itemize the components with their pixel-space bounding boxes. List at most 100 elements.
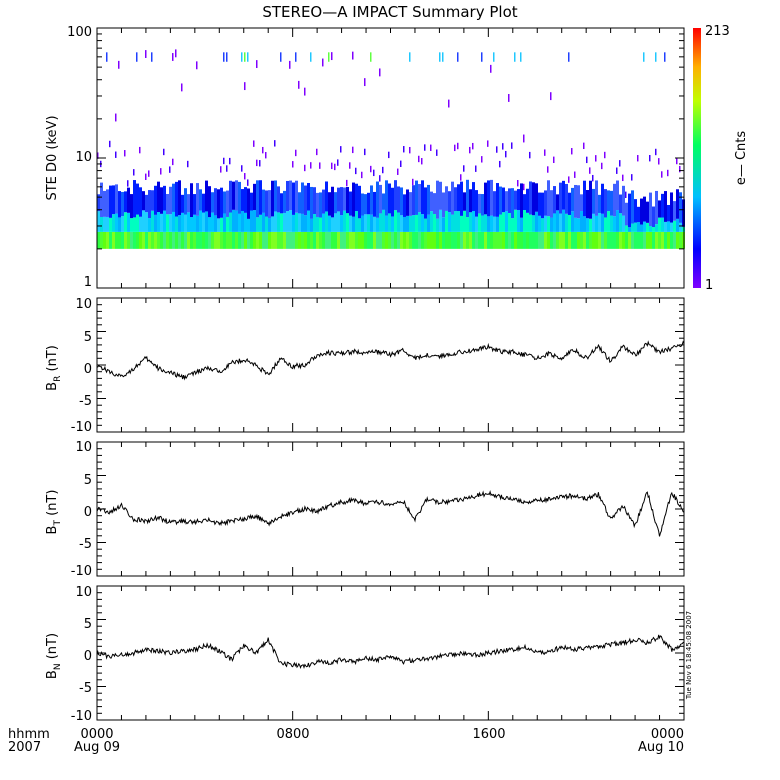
spectrogram-cell: [163, 185, 166, 211]
spectrogram-cell: [448, 99, 450, 108]
spectrogram-cell: [199, 189, 202, 211]
spectrogram-cell: [259, 214, 262, 232]
spectrogram-cell: [649, 154, 651, 162]
spectrogram-cell: [349, 191, 352, 216]
spectrogram-cells: [97, 49, 685, 249]
spectrogram-cell: [229, 231, 232, 249]
spectrogram-cell: [310, 162, 312, 169]
spectrogram-cell: [385, 231, 388, 249]
spectrogram-cell: [592, 174, 594, 182]
spectrogram-cell: [517, 231, 520, 249]
spectrogram-cell: [637, 206, 640, 223]
bt-ylabel-unit: (nT): [45, 490, 60, 520]
spectrogram-cell: [322, 213, 325, 232]
spectrogram-cell: [439, 231, 442, 249]
spectrogram-cell: [526, 212, 529, 232]
spectrogram-cell: [205, 231, 208, 249]
spectrogram-cell: [109, 140, 111, 148]
spectrogram-cell: [115, 113, 117, 122]
spectrogram-cell: [274, 211, 277, 232]
spectrogram-cell: [622, 185, 625, 216]
spectrogram-cell: [256, 180, 259, 218]
bn-ylabel-main: B: [45, 670, 60, 679]
spectrogram-tick-label-10: 10: [75, 150, 92, 165]
spectrogram-cell: [211, 192, 214, 213]
spectrogram-cell: [379, 213, 382, 232]
spectrogram-cell: [340, 187, 343, 216]
spectrogram-cell: [313, 213, 316, 232]
spectrogram-cell: [484, 231, 487, 249]
spectrogram-cell: [595, 215, 598, 232]
bt-frame: [96, 441, 685, 577]
spectrogram-cell: [190, 183, 193, 218]
spectrogram-cell: [547, 216, 550, 232]
spectrogram-cell: [658, 200, 661, 218]
spectrogram-cell: [172, 158, 174, 166]
spectrogram-cell: [199, 231, 202, 249]
spectrogram-cell: [589, 167, 591, 174]
spectrogram-cell: [631, 223, 634, 232]
spectrogram-cell: [421, 158, 423, 165]
spectrogram-cell: [487, 140, 489, 147]
spectrogram-cell: [511, 218, 514, 232]
spectrogram-cell: [496, 216, 499, 232]
spectrogram-cell: [541, 218, 544, 232]
spectrogram-cell: [541, 231, 544, 249]
spectrogram-cell: [412, 215, 415, 232]
spectrogram-cell: [304, 185, 307, 216]
spectrogram-cell: [643, 221, 646, 232]
spectrogram-cell: [412, 178, 414, 186]
spectrogram-cell: [100, 182, 103, 217]
spectrogram-cell: [250, 210, 253, 232]
spectrogram-cell: [574, 231, 577, 249]
spectrogram-cell: [274, 231, 277, 249]
spectrogram-cell: [403, 146, 405, 153]
spectrogram-cell: [109, 185, 112, 218]
spectrogram-cell: [652, 206, 655, 228]
bt-series-line: [96, 490, 685, 537]
spectrogram-cell: [346, 179, 348, 187]
spectrogram-cell: [133, 231, 136, 249]
spectrogram-cell: [571, 211, 574, 232]
spectrogram-cell: [565, 213, 568, 232]
spectrogram-cell: [106, 216, 109, 232]
spectrogram-cell: [316, 192, 319, 217]
spectrogram-ylabel: STE D0 (keV): [45, 115, 60, 200]
spectrogram-tick-label-100: 100: [67, 25, 92, 40]
spectrogram-cell: [469, 231, 472, 249]
spectrogram-cell: [379, 68, 381, 77]
spectrogram-cell: [208, 217, 211, 232]
spectrogram-cell: [181, 231, 184, 249]
spectrogram-cell: [388, 213, 391, 232]
spectrogram-cell: [376, 181, 379, 218]
br-panel: 10 5 0 -5 -10 BR (nT): [45, 297, 685, 435]
spectrogram-cell: [112, 185, 115, 215]
spectrogram-cell: [322, 58, 324, 67]
spectrogram-cell: [187, 160, 189, 168]
spectrogram-cell: [445, 231, 448, 249]
spectrogram-cell: [676, 231, 679, 249]
spectrogram-cell: [379, 184, 382, 214]
spectrogram-cell: [238, 181, 241, 214]
spectrogram-cell: [445, 186, 448, 211]
spectrogram-cell: [643, 196, 646, 222]
spectrogram-cell: [601, 213, 604, 232]
spectrogram-cell: [421, 180, 424, 215]
spectrogram-cell: [166, 193, 169, 215]
spectrogram-cell: [337, 211, 340, 232]
br-series-line: [96, 340, 685, 381]
spectrogram-cell: [289, 210, 292, 232]
spectrogram-cell: [334, 163, 336, 171]
spectrogram-cell: [352, 231, 355, 249]
spectrogram-cell: [412, 231, 415, 249]
spectrogram-cell: [433, 193, 436, 215]
spectrogram-cell: [595, 231, 598, 249]
spectrogram-cell: [331, 231, 334, 249]
spectrogram-cell: [442, 192, 445, 218]
spectrogram-cell: [232, 231, 235, 249]
spectrogram-cell: [547, 231, 550, 249]
spectrogram-cell: [148, 218, 151, 232]
x-row-label-hhmm: hhmm: [8, 727, 50, 742]
spectrogram-cell: [481, 52, 483, 62]
spectrogram-cell: [178, 231, 181, 249]
